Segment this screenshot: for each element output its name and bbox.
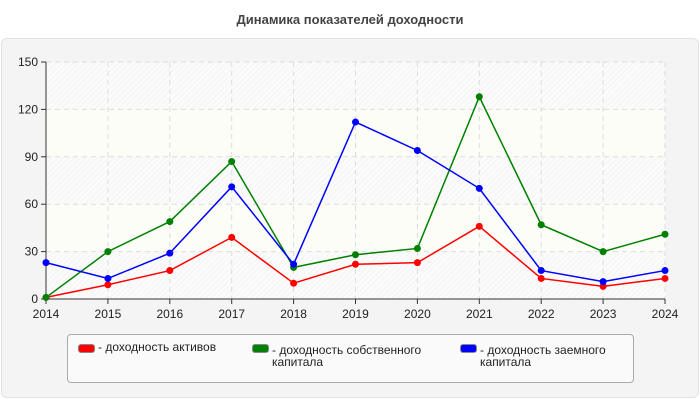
legend-item: - доходность заемного капитала xyxy=(460,341,630,368)
data-point xyxy=(475,93,483,101)
data-point xyxy=(104,248,112,256)
data-point xyxy=(537,267,545,275)
x-tick-label: 2024 xyxy=(652,307,679,321)
legend-swatch xyxy=(252,344,269,353)
legend-label: - доходность собственного капитала xyxy=(272,343,422,369)
data-point xyxy=(661,274,669,282)
data-point xyxy=(475,222,483,230)
x-tick-label: 2022 xyxy=(528,307,555,321)
data-point xyxy=(166,249,174,257)
legend-item: - доходность собственного капитала xyxy=(252,341,422,368)
data-point xyxy=(537,221,545,229)
data-point xyxy=(475,184,483,192)
data-point xyxy=(599,278,607,286)
data-point xyxy=(352,251,359,259)
data-point xyxy=(104,274,112,282)
data-point xyxy=(228,183,236,191)
legend-item: - доходность активов xyxy=(78,341,216,353)
x-tick-label: 2023 xyxy=(590,307,617,321)
data-point xyxy=(166,267,174,275)
y-tick-label: 120 xyxy=(18,102,38,116)
data-point xyxy=(413,244,421,252)
data-point xyxy=(290,260,298,268)
legend-label: - доходность активов xyxy=(98,340,217,354)
data-point xyxy=(166,218,174,226)
x-tick-label: 2020 xyxy=(404,307,431,321)
legend-swatch xyxy=(460,344,477,353)
data-point xyxy=(104,281,112,289)
y-tick-label: 0 xyxy=(31,292,38,306)
x-tick-label: 2015 xyxy=(95,307,122,321)
data-point xyxy=(661,230,669,238)
x-tick-label: 2018 xyxy=(280,307,307,321)
data-point xyxy=(228,233,236,241)
x-tick-label: 2014 xyxy=(33,307,60,321)
y-tick-label: 60 xyxy=(25,197,39,211)
data-point xyxy=(413,259,421,267)
data-point xyxy=(352,118,359,126)
data-point xyxy=(290,279,298,287)
y-tick-label: 90 xyxy=(25,150,39,164)
chart-title: Динамика показателей доходности xyxy=(236,12,464,27)
data-point xyxy=(42,293,50,301)
legend-label: - доходность заемного капитала xyxy=(480,343,606,369)
y-tick-label: 150 xyxy=(18,55,38,69)
data-point xyxy=(352,260,359,268)
x-tick-label: 2017 xyxy=(218,307,245,321)
legend-swatch xyxy=(78,344,95,353)
data-point xyxy=(599,248,607,256)
data-point xyxy=(413,146,421,154)
y-tick-label: 30 xyxy=(25,245,39,259)
x-tick-label: 2019 xyxy=(342,307,369,321)
data-point xyxy=(42,259,50,267)
data-point xyxy=(537,274,545,282)
x-tick-label: 2016 xyxy=(156,307,183,321)
x-tick-label: 2021 xyxy=(466,307,493,321)
data-point xyxy=(661,267,669,275)
legend: - доходность активов - доходность собстве… xyxy=(67,334,634,383)
data-point xyxy=(228,158,236,166)
